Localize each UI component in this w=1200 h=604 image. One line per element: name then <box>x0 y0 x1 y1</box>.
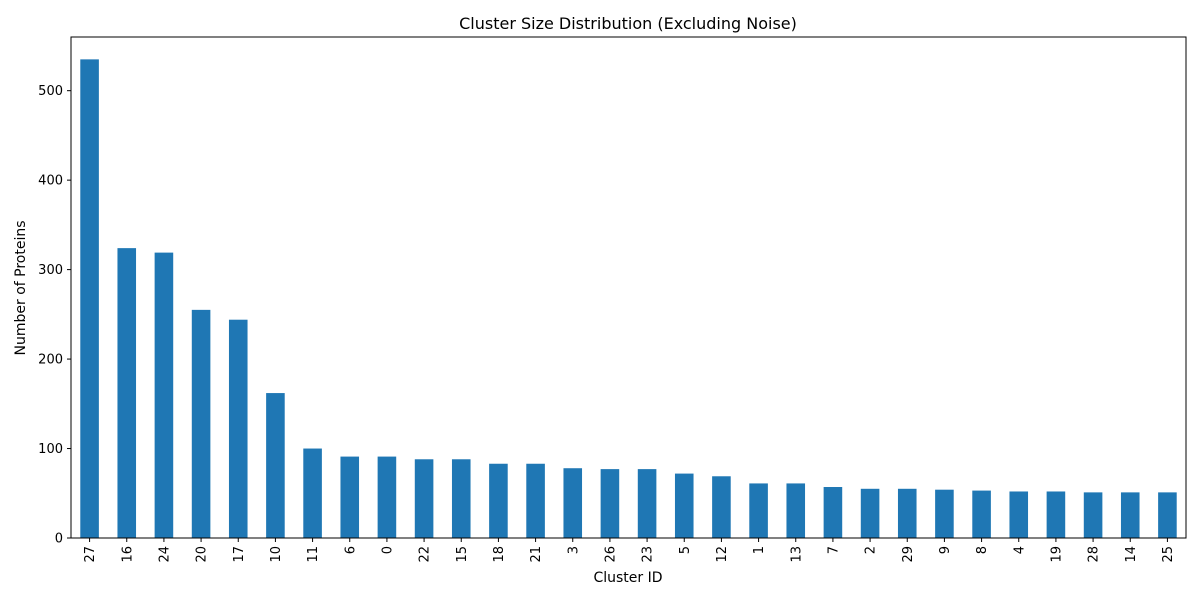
bar-cluster-23 <box>637 469 657 538</box>
bar-cluster-2 <box>860 488 880 538</box>
x-tick-label: 7 <box>826 546 841 554</box>
bar-cluster-13 <box>786 483 806 538</box>
bar-cluster-21 <box>526 463 545 538</box>
x-tick-label: 25 <box>1161 546 1176 563</box>
x-tick-label: 5 <box>678 546 693 554</box>
x-tick-label: 13 <box>789 546 804 563</box>
y-tick-label: 300 <box>38 263 63 278</box>
bar-cluster-15 <box>451 459 471 538</box>
x-tick-label: 9 <box>938 546 953 554</box>
chart-title: Cluster Size Distribution (Excluding Noi… <box>459 14 797 33</box>
bar-cluster-22 <box>414 459 434 538</box>
bar-cluster-10 <box>266 393 285 538</box>
bar-cluster-12 <box>712 476 731 538</box>
bar-cluster-29 <box>897 488 917 538</box>
bar-cluster-16 <box>117 248 137 538</box>
y-tick-label: 200 <box>38 353 63 368</box>
y-axis-ticks: 0 100 200 300 400 500 <box>38 84 71 547</box>
bar-cluster-5 <box>674 473 694 538</box>
x-tick-label: 29 <box>901 546 916 563</box>
bar-cluster-17 <box>228 319 248 538</box>
bar-cluster-14 <box>1120 492 1140 538</box>
x-tick-label: 2 <box>864 546 879 554</box>
x-tick-label: 17 <box>232 546 247 563</box>
x-tick-label: 0 <box>380 546 395 554</box>
bar-cluster-1 <box>749 483 768 538</box>
y-tick-label: 400 <box>38 174 63 189</box>
plot-frame <box>70 36 1187 539</box>
x-tick-label: 8 <box>975 546 990 554</box>
y-axis-label: Number of Proteins <box>13 220 29 355</box>
x-tick-label: 14 <box>1124 546 1139 563</box>
bar-cluster-3 <box>563 468 583 538</box>
bars-group <box>80 59 1177 539</box>
x-tick-label: 11 <box>306 546 321 563</box>
bar-cluster-27 <box>80 59 99 539</box>
x-tick-label: 18 <box>492 546 507 563</box>
bar-cluster-20 <box>191 309 211 538</box>
x-tick-label: 1 <box>752 546 767 554</box>
x-tick-label: 28 <box>1087 546 1102 563</box>
x-tick-label: 12 <box>715 546 730 563</box>
bar-cluster-18 <box>489 463 508 538</box>
bar-cluster-19 <box>1046 491 1066 538</box>
x-tick-label: 26 <box>603 546 618 563</box>
x-tick-label: 20 <box>195 546 210 563</box>
bar-cluster-7 <box>823 487 843 538</box>
y-tick-label: 0 <box>55 532 63 547</box>
bar-cluster-6 <box>340 456 360 538</box>
x-tick-label: 4 <box>1012 546 1027 554</box>
y-tick-label: 100 <box>38 442 63 457</box>
x-tick-label: 24 <box>157 546 172 563</box>
bar-cluster-0 <box>377 456 397 538</box>
x-tick-label: 6 <box>343 546 358 554</box>
x-tick-label: 22 <box>418 546 433 563</box>
bar-cluster-26 <box>600 469 620 538</box>
bar-cluster-11 <box>303 448 322 538</box>
x-tick-label: 21 <box>529 546 544 563</box>
x-tick-label: 19 <box>1049 546 1064 563</box>
x-axis-label: Cluster ID <box>593 570 662 586</box>
bar-cluster-4 <box>1009 491 1029 538</box>
bar-cluster-8 <box>972 490 991 538</box>
bar-cluster-28 <box>1083 492 1103 538</box>
x-tick-label: 3 <box>566 546 581 554</box>
x-tick-label: 23 <box>641 546 656 563</box>
x-tick-label: 27 <box>83 546 98 563</box>
x-tick-label: 16 <box>120 546 135 563</box>
bar-cluster-9 <box>935 489 954 538</box>
x-tick-label: 10 <box>269 546 284 563</box>
y-tick-label: 500 <box>38 84 63 99</box>
bar-cluster-24 <box>154 252 174 538</box>
x-tick-label: 15 <box>455 546 470 563</box>
x-axis-ticks: 27 16 24 20 17 10 11 6 0 22 15 18 21 3 26 23 5 12 1 13 7 2 29 9… <box>83 538 1176 563</box>
bar-cluster-25 <box>1158 492 1177 538</box>
